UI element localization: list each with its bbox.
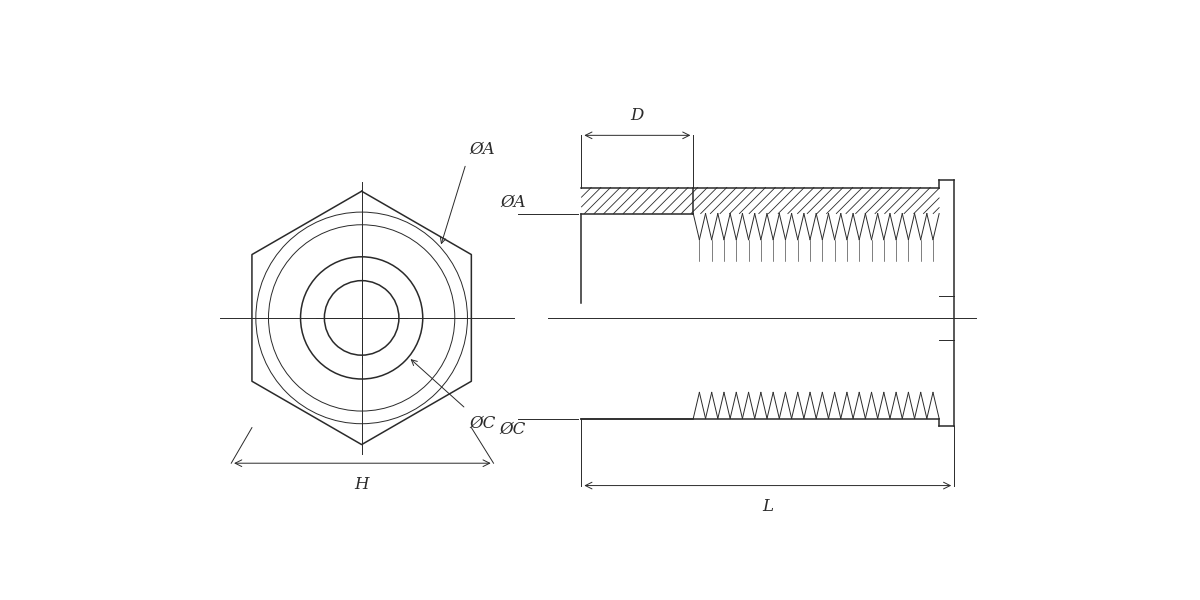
Text: L: L bbox=[762, 498, 773, 515]
Text: ØA: ØA bbox=[500, 194, 526, 211]
Text: H: H bbox=[354, 476, 368, 493]
Text: D: D bbox=[631, 107, 644, 124]
Text: ØA: ØA bbox=[469, 140, 496, 158]
Text: ØC: ØC bbox=[469, 415, 496, 432]
Text: ØC: ØC bbox=[499, 421, 526, 438]
